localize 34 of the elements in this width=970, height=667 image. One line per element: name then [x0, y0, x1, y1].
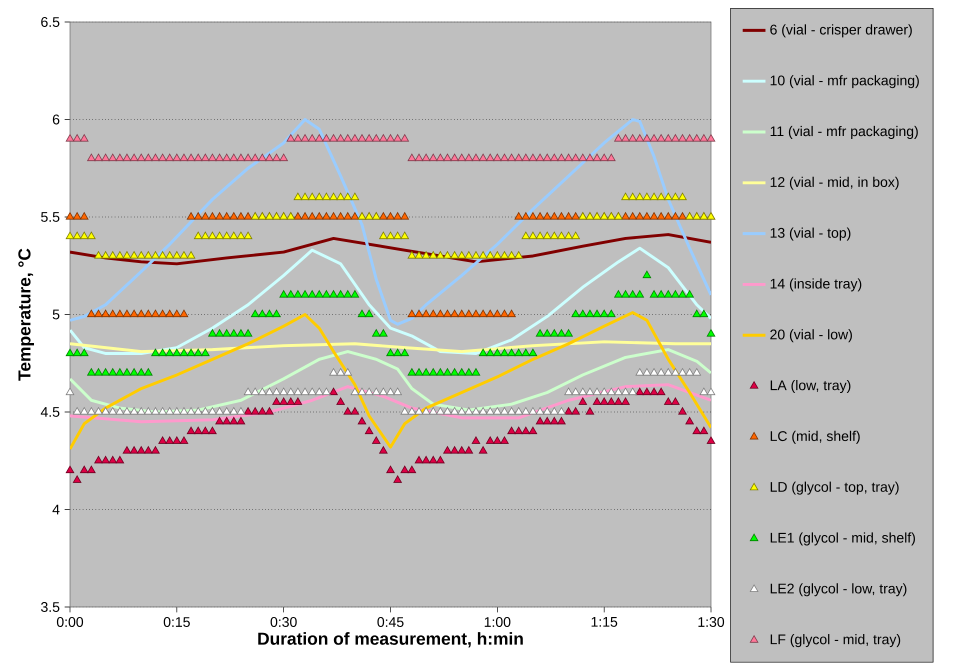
y-tick-label: 3.5 — [41, 602, 60, 612]
y-tick-label: 6.5 — [41, 17, 60, 27]
line-series — [70, 383, 712, 424]
x-tick-label: 0:30 — [270, 617, 297, 627]
legend-label: LE1 (glycol - mid, shelf) — [770, 532, 915, 546]
y-tick-label: 5.5 — [41, 212, 60, 222]
line-series — [70, 348, 712, 414]
legend-label: LD (glycol - top, tray) — [770, 482, 899, 495]
legend-label: LC (mid, shelf) — [770, 430, 860, 444]
y-tick-label: 4 — [52, 504, 60, 514]
legend-label: 13 (vial - top) — [770, 228, 850, 241]
x-tick-label: 1:30 — [698, 617, 724, 627]
line-series — [70, 118, 712, 326]
x-tick-label: 0:15 — [164, 617, 190, 627]
legend-label: 6 (vial - crisper drawer) — [770, 24, 912, 38]
y-tick-label: 4.5 — [40, 407, 60, 417]
y-axis-title: Temperature, °C — [18, 248, 34, 381]
legend-label: 12 (vial - mid, in box) — [770, 176, 899, 190]
x-axis-title: Duration of measurement, h:min — [258, 632, 523, 648]
y-tick-label: 5 — [52, 310, 60, 320]
x-tick-label: 0:00 — [56, 617, 84, 627]
legend-label: 11 (vial - mfr packaging) — [770, 126, 918, 139]
legend-label: LE2 (glycol - low, tray) — [770, 583, 906, 596]
line-series — [70, 246, 712, 355]
x-tick-label: 0:45 — [377, 617, 404, 627]
legend-label: LF (glycol - mid, tray) — [770, 634, 900, 648]
legend-label: 14 (inside tray) — [770, 278, 862, 292]
legend-label: 20 (vial - low) — [770, 329, 852, 342]
line-series — [70, 311, 712, 451]
x-tick-label: 1:00 — [484, 617, 510, 627]
legend-label: 10 (vial - mfr packaging) — [770, 75, 919, 88]
y-tick-label: 6 — [52, 114, 60, 124]
x-tick-label: 1:15 — [592, 617, 618, 627]
legend-label: LA (low, tray) — [770, 380, 850, 394]
